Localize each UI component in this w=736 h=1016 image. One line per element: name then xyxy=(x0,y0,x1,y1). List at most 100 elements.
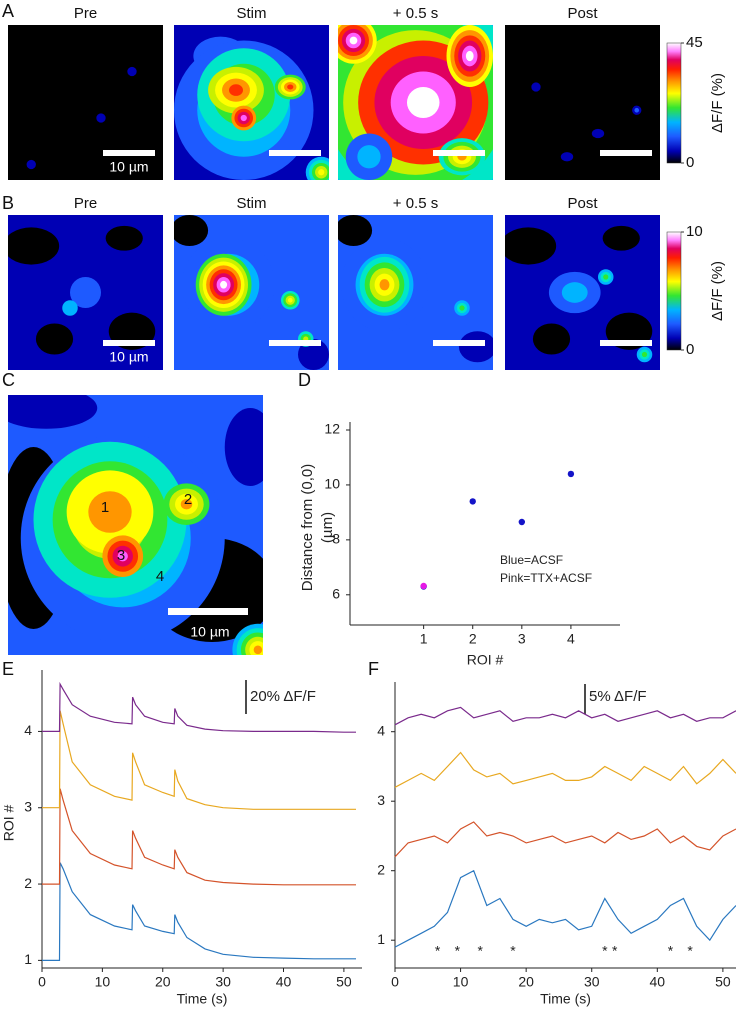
colorbar-tick-label: 45 xyxy=(686,34,703,51)
roi-label: 4 xyxy=(156,568,164,585)
image-title: + 0.5 s xyxy=(393,5,438,22)
heatmap xyxy=(338,215,493,370)
roi-label: 2 xyxy=(184,491,192,508)
trace xyxy=(394,751,736,788)
x-tick-label: 30 xyxy=(584,974,600,990)
panel-label: F xyxy=(368,659,379,679)
blob xyxy=(459,305,465,311)
y-tick-label: 8 xyxy=(332,531,340,547)
blob xyxy=(96,113,106,123)
heatmap xyxy=(338,25,493,180)
scale-label: 10 µm xyxy=(109,159,148,175)
blob xyxy=(229,84,243,96)
x-tick-label: 1 xyxy=(420,631,428,647)
blob xyxy=(458,331,493,363)
blob xyxy=(105,225,143,251)
scale-bar xyxy=(103,340,155,346)
blob xyxy=(561,282,588,303)
scale-bar xyxy=(168,608,248,615)
image-title: Post xyxy=(567,195,598,212)
y-axis-label: (µm) xyxy=(319,512,336,543)
blob xyxy=(287,297,293,303)
x-tick-label: 3 xyxy=(518,631,526,647)
point xyxy=(420,582,427,590)
x-tick-label: 50 xyxy=(715,974,731,990)
blob xyxy=(349,36,358,45)
legend-entry: Pink=TTX+ACSF xyxy=(500,571,592,585)
heatmap xyxy=(505,215,660,370)
blob xyxy=(505,227,557,265)
scale-label: 5% ΔF/F xyxy=(589,688,647,705)
y-tick-label: 3 xyxy=(377,792,385,808)
blob xyxy=(8,227,60,265)
x-tick-label: 30 xyxy=(215,974,231,990)
blob xyxy=(338,215,373,246)
blob xyxy=(62,300,78,316)
heatmap-bg xyxy=(505,25,660,180)
colorbar xyxy=(666,42,682,164)
trace xyxy=(394,869,736,948)
point xyxy=(469,498,476,505)
panel-label: E xyxy=(2,659,14,679)
asterisk: * xyxy=(510,943,516,959)
x-tick-label: 10 xyxy=(95,974,111,990)
panel-label: A xyxy=(2,1,14,21)
colorbar-tick-label: 0 xyxy=(686,154,694,171)
asterisk: * xyxy=(435,943,441,959)
y-tick-label: 1 xyxy=(377,931,385,947)
heatmap-bg xyxy=(8,25,163,180)
blob xyxy=(318,169,325,176)
image-title: Pre xyxy=(74,5,97,22)
colorbar-label: ΔF/F (%) xyxy=(709,73,726,133)
scale-bar xyxy=(269,150,321,156)
blob xyxy=(127,66,137,77)
panel-label: C xyxy=(2,370,15,390)
images xyxy=(8,25,660,655)
asterisk: * xyxy=(668,943,674,959)
scale-label: 20% ΔF/F xyxy=(250,688,316,705)
blob xyxy=(26,159,36,170)
y-axis-label: ROI # xyxy=(1,805,17,842)
scale-bar xyxy=(103,150,155,156)
blob xyxy=(240,114,247,122)
scale-bar xyxy=(433,340,485,346)
blob xyxy=(634,107,640,113)
y-tick-label: 3 xyxy=(24,798,32,814)
blob xyxy=(253,645,263,655)
colorbar xyxy=(666,231,682,351)
scale-bar xyxy=(600,150,652,156)
x-axis-label: Time (s) xyxy=(540,991,591,1007)
x-tick-label: 4 xyxy=(567,631,575,647)
blob xyxy=(532,323,571,355)
heatmap xyxy=(8,25,163,180)
blob xyxy=(88,491,132,533)
y-tick-label: 2 xyxy=(24,875,32,891)
trace xyxy=(42,681,356,733)
y-tick-label: 4 xyxy=(24,722,32,738)
blob xyxy=(603,274,609,280)
asterisk: * xyxy=(602,943,608,959)
trace xyxy=(394,706,736,726)
blob xyxy=(117,551,128,562)
y-tick-label: 12 xyxy=(324,421,340,437)
trace xyxy=(42,862,356,961)
blob xyxy=(8,395,98,429)
panel-label: D xyxy=(298,370,311,390)
blob xyxy=(35,323,74,355)
x-tick-label: 0 xyxy=(38,974,46,990)
roi-label: 1 xyxy=(101,499,109,516)
blob xyxy=(224,408,263,486)
x-axis-label: Time (s) xyxy=(177,991,228,1007)
panel-label: B xyxy=(2,193,14,213)
x-tick-label: 2 xyxy=(469,631,477,647)
legend-entry: Blue=ACSF xyxy=(500,553,563,567)
blob xyxy=(406,87,440,118)
x-tick-label: 0 xyxy=(391,974,399,990)
asterisk: * xyxy=(478,943,484,959)
blob xyxy=(591,128,605,139)
point xyxy=(518,518,526,526)
blob xyxy=(531,82,541,92)
scale-bar xyxy=(433,150,485,156)
blob xyxy=(220,280,228,289)
blob xyxy=(180,499,193,510)
